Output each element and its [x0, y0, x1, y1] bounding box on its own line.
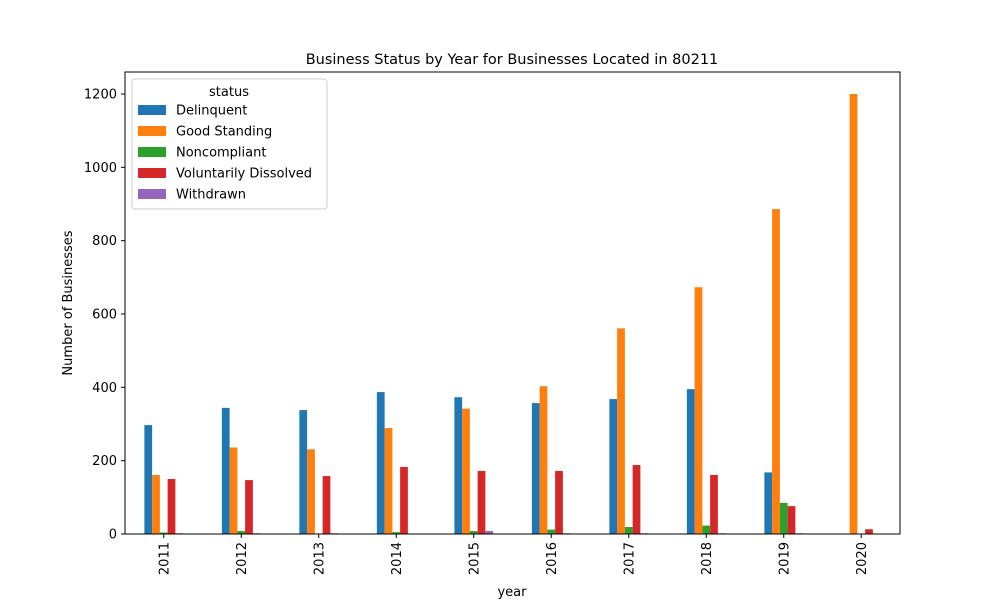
y-axis: 0 200 400 600 800 1000 1200 [84, 88, 125, 543]
x-tick-label-2016: 2016 [545, 542, 560, 575]
legend-items: Delinquent Good Standing Noncompliant Volun… [138, 104, 312, 203]
bar-good-standing-2011 [152, 474, 160, 534]
y-tick-label: 800 [92, 234, 117, 249]
x-axis: 2011 2012 2013 2014 2015 2016 2017 2018 2019 2020 [157, 534, 870, 575]
bar-delinquent-2013 [299, 410, 308, 534]
bar-good-standing-2016 [539, 386, 548, 534]
legend-label: Noncompliant [176, 146, 266, 161]
y-axis-label: Number of Businesses [61, 230, 76, 375]
bar-delinquent-2014 [376, 392, 385, 534]
bar-voluntarily-dissolved-2020 [865, 529, 873, 534]
legend-swatch-noncompliant [138, 147, 166, 157]
legend-label: Voluntarily Dissolved [176, 167, 312, 182]
legend-swatch-delinquent [138, 105, 166, 115]
x-axis-label: year [497, 585, 527, 600]
bar-good-standing-2015 [462, 408, 470, 534]
bar-noncompliant-2019 [779, 502, 788, 534]
bar-voluntarily-dissolved-2011 [167, 479, 176, 534]
bar-voluntarily-dissolved-2014 [400, 466, 408, 534]
bars-group [144, 94, 873, 534]
bar-withdrawn-2015 [485, 531, 494, 534]
bar-voluntarily-dissolved-2019 [787, 506, 796, 534]
x-tick-label-2015: 2015 [467, 542, 482, 575]
bar-noncompliant-2011 [159, 532, 168, 534]
x-tick-label-2018: 2018 [700, 542, 715, 575]
bar-noncompliant-2015 [469, 531, 478, 534]
bar-good-standing-2018 [694, 287, 703, 534]
bar-noncompliant-2016 [547, 529, 556, 534]
x-tick-label-2013: 2013 [312, 542, 327, 575]
x-tick-label-2019: 2019 [777, 542, 792, 575]
bar-good-standing-2012 [229, 447, 238, 534]
bar-delinquent-2019 [764, 472, 773, 534]
bar-delinquent-2016 [531, 403, 540, 534]
y-tick-label: 600 [92, 308, 117, 323]
x-tick-label-2011: 2011 [157, 542, 172, 575]
bar-voluntarily-dissolved-2017 [632, 465, 641, 534]
bar-voluntarily-dissolved-2016 [555, 470, 563, 534]
bar-good-standing-2019 [772, 209, 780, 534]
bar-voluntarily-dissolved-2018 [710, 474, 718, 534]
bar-noncompliant-2018 [702, 525, 711, 534]
legend-box [131, 78, 328, 210]
plot-frame [124, 71, 901, 535]
bar-noncompliant-2012 [237, 531, 246, 534]
legend-label: Delinquent [176, 104, 247, 119]
x-tick-label-2012: 2012 [235, 542, 250, 575]
x-tick-label-2020: 2020 [855, 542, 870, 575]
bar-good-standing-2017 [617, 328, 625, 534]
x-tick-label-2014: 2014 [390, 542, 405, 575]
legend-title: status [209, 85, 249, 100]
legend-label: Withdrawn [176, 188, 246, 203]
legend-swatch-good-standing [138, 126, 166, 136]
y-tick-label: 0 [109, 528, 117, 543]
chart-title: Business Status by Year for Businesses L… [306, 52, 719, 68]
bar-good-standing-2020 [849, 94, 858, 534]
bar-noncompliant-2014 [392, 532, 401, 534]
bar-good-standing-2013 [307, 449, 315, 534]
legend-swatch-withdrawn [138, 189, 166, 199]
legend-label: Good Standing [176, 125, 272, 140]
bar-voluntarily-dissolved-2015 [477, 470, 486, 534]
bar-voluntarily-dissolved-2012 [245, 480, 253, 534]
bar-good-standing-2014 [384, 428, 393, 534]
bar-noncompliant-2017 [624, 527, 633, 534]
bar-delinquent-2012 [221, 407, 230, 534]
x-tick-label-2017: 2017 [622, 542, 637, 575]
bar-voluntarily-dissolved-2013 [322, 476, 331, 534]
bar-delinquent-2017 [609, 399, 618, 534]
y-tick-label: 1200 [84, 88, 117, 103]
bar-delinquent-2011 [144, 425, 153, 534]
bar-delinquent-2018 [686, 389, 695, 534]
legend-swatch-voluntarily-dissolved [138, 168, 166, 178]
y-tick-label: 200 [92, 454, 117, 469]
y-tick-label: 400 [92, 381, 117, 396]
y-tick-label: 1000 [84, 161, 117, 176]
legend: status Delinquent Good Standing Noncomplia… [131, 78, 328, 210]
bar-delinquent-2015 [454, 397, 463, 534]
